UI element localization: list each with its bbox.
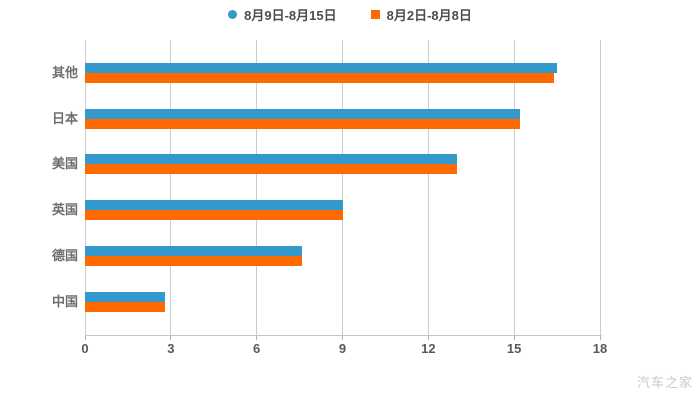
x-tick-label-0: 0 [81, 341, 89, 356]
category-label-3: 英国 [51, 202, 78, 218]
x-axis-tick-18 [599, 335, 601, 340]
x-axis-tick-12 [427, 335, 429, 340]
category-label-5: 中国 [51, 293, 78, 309]
x-axis-tick-3 [170, 335, 172, 340]
x-tick-label-18: 18 [592, 341, 608, 356]
x-tick-label-12: 12 [421, 341, 436, 356]
category-label-1: 日本 [51, 110, 78, 126]
legend-item-week2[interactable]: 8月9日-8月15日 [228, 5, 337, 24]
x-axis-tick-9 [342, 335, 343, 340]
bar-series2-row3[interactable] [85, 210, 343, 221]
legend-item-week1[interactable]: 8月2日-8月8日 [370, 5, 472, 24]
series2-square-marker-icon [370, 10, 380, 19]
gridline-x-0 [84, 40, 86, 335]
gridline-x-6 [256, 40, 258, 335]
bar-series1-row1[interactable] [85, 108, 520, 119]
x-tick-label-6: 6 [253, 341, 261, 356]
bar-series1-row0[interactable] [85, 63, 558, 73]
category-label-0: 其他 [51, 65, 78, 80]
x-axis-tick-15 [513, 335, 515, 340]
gridline-x-15 [513, 40, 515, 335]
bar-series2-row1[interactable] [85, 118, 520, 129]
bar-series2-row0[interactable] [85, 73, 555, 83]
gridline-x-18 [599, 40, 601, 335]
x-axis-line [85, 335, 602, 336]
gridline-x-9 [342, 40, 343, 335]
bar-series2-row4[interactable] [85, 255, 303, 266]
legend: 8月9日-8月15日 8月2日-8月8日 [0, 5, 700, 24]
bar-series1-row4[interactable] [85, 245, 303, 256]
category-label-2: 美国 [51, 156, 78, 172]
category-label-4: 德国 [51, 247, 78, 263]
legend-label-week1: 8月2日-8月8日 [386, 8, 472, 23]
x-tick-label-15: 15 [506, 341, 522, 356]
x-tick-label-9: 9 [338, 341, 347, 356]
legend-label-week2: 8月9日-8月15日 [244, 8, 337, 23]
watermark-autohome: 汽车之家 [636, 375, 693, 390]
gridline-x-3 [170, 40, 172, 335]
bar-series2-row5[interactable] [85, 301, 166, 312]
x-axis-tick-6 [256, 335, 258, 340]
bar-series1-row3[interactable] [85, 200, 343, 211]
bar-series2-row2[interactable] [85, 164, 457, 175]
bar-series1-row5[interactable] [85, 291, 166, 302]
gridline-x-12 [427, 40, 429, 335]
x-tick-label-3: 3 [167, 341, 175, 356]
bar-series1-row2[interactable] [85, 154, 457, 165]
x-axis-tick-0 [84, 335, 86, 340]
series1-circle-marker-icon [228, 10, 238, 19]
